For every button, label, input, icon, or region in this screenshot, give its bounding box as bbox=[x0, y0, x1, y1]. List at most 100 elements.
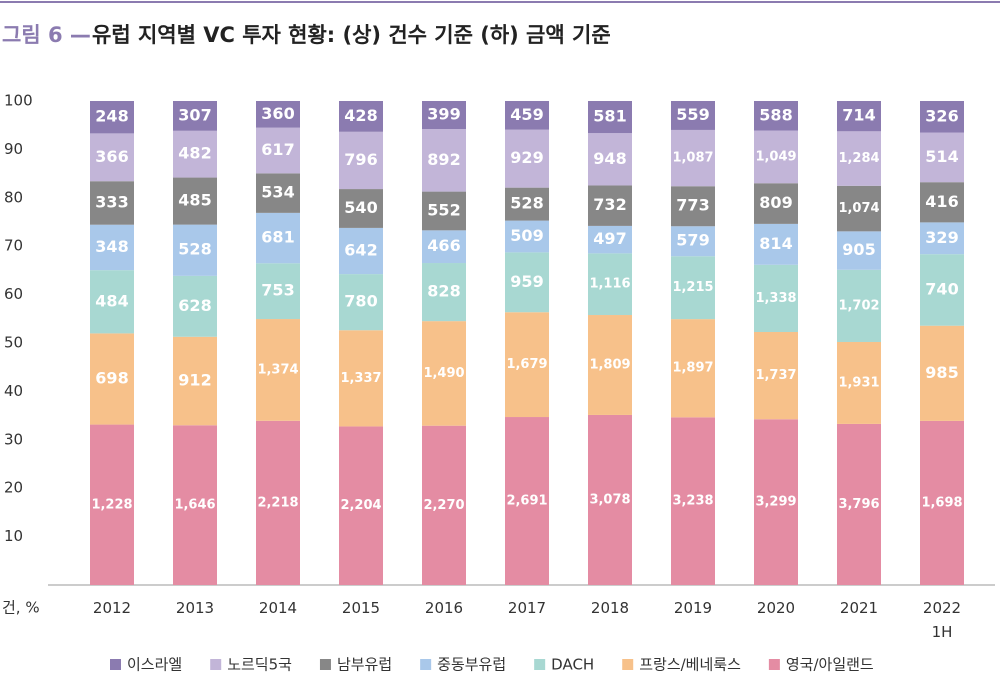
bar-segment bbox=[837, 131, 881, 186]
bar-segment bbox=[754, 223, 798, 265]
value-label: 1,646 bbox=[174, 498, 215, 513]
value-label: 540 bbox=[344, 198, 377, 217]
value-label: 617 bbox=[261, 140, 294, 159]
chart-title: 유럽 지역별 VC 투자 현황: (상) 건수 기준 (하) 금액 기준 bbox=[92, 23, 611, 47]
x-tick-label: 2017 bbox=[507, 599, 547, 617]
bar-segment bbox=[339, 227, 383, 275]
bar-segment bbox=[339, 426, 383, 585]
value-label: 3,299 bbox=[755, 495, 796, 510]
value-label: 912 bbox=[178, 371, 211, 390]
value-label: 796 bbox=[344, 150, 377, 169]
legend-swatch bbox=[110, 659, 121, 670]
y-tick-label: 40 bbox=[4, 382, 23, 400]
x-tick-label: 2022 1H bbox=[922, 599, 962, 641]
bar-segment bbox=[339, 189, 383, 228]
value-label: 1,698 bbox=[921, 495, 962, 510]
value-label: 1,490 bbox=[423, 366, 464, 381]
bar-segment bbox=[90, 224, 134, 271]
bar-segment bbox=[588, 101, 632, 134]
value-label: 3,796 bbox=[838, 497, 879, 512]
bar-segment bbox=[339, 274, 383, 331]
bar-segment bbox=[90, 424, 134, 585]
value-label: 714 bbox=[842, 106, 875, 125]
bar-segment bbox=[90, 101, 134, 134]
bar-segment bbox=[173, 224, 217, 276]
value-label: 1,897 bbox=[672, 361, 713, 376]
value-label: 559 bbox=[676, 105, 709, 124]
value-label: 2,218 bbox=[257, 495, 298, 510]
y-tick-label: 30 bbox=[4, 430, 23, 448]
y-tick-label: 90 bbox=[4, 140, 23, 158]
legend-swatch bbox=[622, 659, 634, 670]
y-tick-label: 70 bbox=[4, 237, 23, 255]
bar-segment bbox=[920, 182, 964, 223]
bar-segment bbox=[671, 226, 715, 257]
bar-segment bbox=[173, 101, 217, 131]
x-tick-label: 2021 bbox=[839, 599, 879, 617]
bar-segment bbox=[920, 101, 964, 133]
bar-segment bbox=[339, 101, 383, 132]
bar-segment bbox=[90, 133, 134, 182]
bar-segment bbox=[256, 101, 300, 128]
bar-segment bbox=[90, 333, 134, 425]
legend-swatch bbox=[768, 659, 780, 670]
bar-segment bbox=[837, 231, 881, 270]
value-label: 1,116 bbox=[589, 277, 630, 292]
bar-segment bbox=[173, 425, 217, 585]
bar-segment bbox=[588, 253, 632, 316]
bar-segment bbox=[256, 263, 300, 320]
legend-label: 영국/아일랜드 bbox=[786, 656, 874, 674]
y-tick-label: 10 bbox=[4, 527, 23, 545]
bar-segment bbox=[505, 129, 549, 188]
bar-segment bbox=[256, 319, 300, 421]
bar-segment bbox=[754, 264, 798, 332]
bar-segment bbox=[671, 417, 715, 585]
value-label: 628 bbox=[178, 296, 211, 315]
bar-segment bbox=[588, 133, 632, 186]
value-label: 329 bbox=[925, 228, 958, 247]
legend-label: 남부유럽 bbox=[337, 656, 392, 674]
legend-swatch bbox=[534, 659, 546, 670]
x-tick-label: 2020 bbox=[756, 599, 796, 617]
bar-segment bbox=[422, 129, 466, 192]
value-label: 497 bbox=[593, 229, 626, 248]
value-label: 459 bbox=[510, 105, 543, 124]
bar-segment bbox=[90, 270, 134, 334]
value-label: 509 bbox=[510, 226, 543, 245]
bar-segment bbox=[754, 419, 798, 585]
value-label: 2,691 bbox=[506, 494, 547, 509]
bar-segment bbox=[754, 101, 798, 131]
value-label: 1,679 bbox=[506, 357, 547, 372]
x-tick-label: 2012 bbox=[92, 599, 132, 617]
bar-segment bbox=[671, 186, 715, 227]
value-label: 948 bbox=[593, 149, 626, 168]
bar-segment bbox=[256, 173, 300, 213]
x-tick-label: 2016 bbox=[424, 599, 464, 617]
bar-segment bbox=[837, 341, 881, 424]
value-label: 416 bbox=[925, 192, 958, 211]
value-label: 248 bbox=[95, 107, 128, 126]
y-tick-label: 60 bbox=[4, 285, 23, 303]
bar-segment bbox=[837, 101, 881, 132]
value-label: 1,337 bbox=[340, 371, 381, 386]
bar-segment bbox=[920, 325, 964, 421]
value-label: 307 bbox=[178, 105, 211, 124]
value-label: 892 bbox=[427, 150, 460, 169]
legend-swatch bbox=[319, 659, 331, 670]
value-label: 3,078 bbox=[589, 492, 630, 507]
y-tick-label: 100 bbox=[4, 92, 33, 110]
value-label: 588 bbox=[759, 105, 792, 124]
value-label: 366 bbox=[95, 147, 128, 166]
bar-segment bbox=[422, 101, 466, 129]
x-tick-label: 2019 bbox=[673, 599, 713, 617]
bar-segment bbox=[339, 131, 383, 190]
bar-segment bbox=[505, 252, 549, 313]
x-tick-label: 2013 bbox=[175, 599, 215, 617]
value-label: 773 bbox=[676, 196, 709, 215]
legend-label: 이스라엘 bbox=[127, 656, 182, 674]
value-label: 1,374 bbox=[257, 362, 298, 377]
x-tick-label: 2014 bbox=[258, 599, 298, 617]
y-tick-label: 80 bbox=[4, 188, 23, 206]
legend-label: 중동부유럽 bbox=[437, 656, 506, 674]
